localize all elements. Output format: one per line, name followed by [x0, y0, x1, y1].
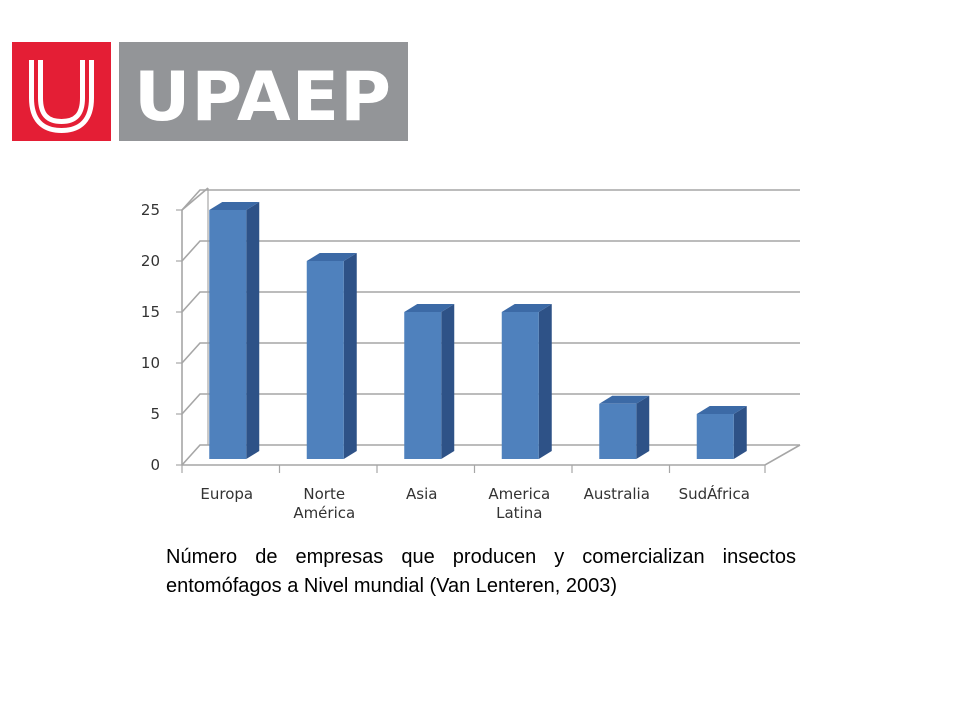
- bar-top: [501, 304, 552, 312]
- y-tick-label: 20: [141, 252, 160, 270]
- chart-caption: Número de empresas que producen y comerc…: [166, 546, 796, 597]
- y-tick-label: 10: [141, 354, 160, 372]
- x-tick-label: SudÁfrica: [679, 484, 750, 503]
- bar-top: [696, 406, 747, 414]
- x-tick-label: Australia: [584, 485, 650, 503]
- gridline: [181, 189, 800, 211]
- x-tick-label: America: [488, 485, 550, 503]
- bar-top: [209, 202, 260, 210]
- bar-top: [306, 253, 357, 261]
- gridline: [181, 240, 800, 262]
- bar-side: [343, 253, 357, 459]
- y-axis-top: [181, 187, 209, 211]
- bar: [306, 261, 344, 459]
- y-tick-label: 5: [150, 405, 160, 423]
- logo-wordmark-text: UPAEP: [134, 58, 392, 137]
- bar: [404, 312, 442, 459]
- logo-wordmark: UPAEP: [119, 42, 408, 141]
- bar-side: [246, 202, 260, 459]
- bar-side: [538, 304, 552, 459]
- x-tick-label: Norte: [303, 485, 345, 503]
- logo-mark: [12, 42, 111, 141]
- x-tick-label: Europa: [200, 485, 253, 503]
- bar-side: [636, 395, 650, 459]
- x-tick-label: Latina: [496, 504, 542, 522]
- y-tick-label: 15: [141, 303, 160, 321]
- y-tick-label: 25: [141, 201, 160, 219]
- bar-top: [599, 395, 650, 404]
- y-tick-label: 0: [150, 456, 160, 474]
- gridline: [181, 342, 800, 364]
- bar-top: [404, 304, 455, 312]
- bar: [696, 414, 734, 459]
- u-letter-icon: [29, 60, 94, 133]
- bar: [209, 210, 247, 459]
- x-tick-label: América: [293, 504, 355, 522]
- bar: [501, 312, 539, 459]
- x-tick-label: Asia: [406, 485, 437, 503]
- bar: [599, 403, 637, 459]
- y-axis-ticks: 0 5 10 15 20 25: [141, 201, 182, 474]
- bar-side: [441, 304, 455, 459]
- gridline: [181, 393, 800, 415]
- bar-side: [733, 406, 747, 459]
- chart-bars: [209, 202, 747, 459]
- gridline: [181, 291, 800, 313]
- chart-grid: [181, 189, 800, 466]
